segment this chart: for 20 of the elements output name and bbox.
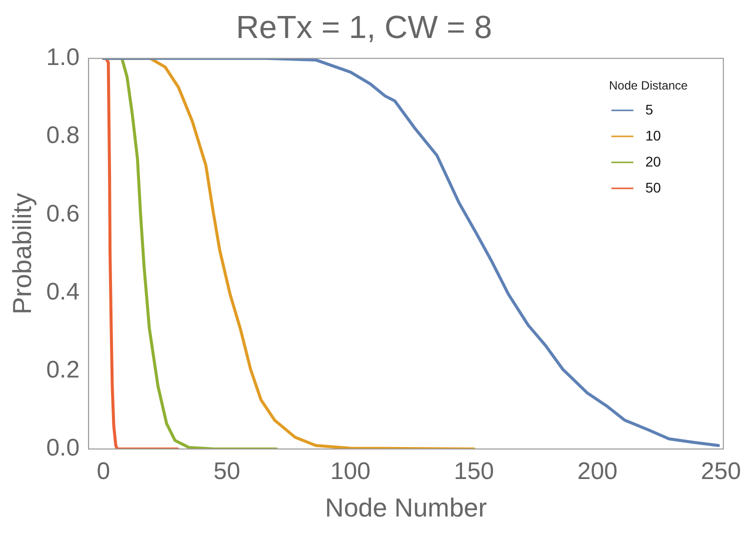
y-tick-label: 0.8: [46, 122, 80, 150]
y-tick-label: 0.6: [46, 200, 80, 228]
y-tick-label: 1.0: [46, 44, 80, 72]
legend-label: 50: [645, 179, 662, 196]
x-axis-title: Node Number: [325, 492, 488, 523]
x-tick-label: 50: [214, 458, 240, 486]
y-tick-label: 0.4: [46, 278, 80, 306]
y-tick-label: 0.0: [46, 434, 80, 462]
chart-title: ReTx = 1, CW = 8: [236, 9, 492, 46]
legend-label: 20: [645, 153, 662, 170]
legend-label: 10: [645, 127, 662, 144]
x-tick-label: 200: [577, 458, 618, 486]
x-tick-label: 0: [96, 458, 110, 486]
x-tick-label: 250: [700, 458, 741, 486]
y-axis-title: Probability: [6, 192, 37, 314]
x-tick-label: 150: [454, 458, 494, 486]
legend-title: Node Distance: [609, 78, 688, 93]
legend-label: 5: [645, 101, 654, 118]
y-tick-label: 0.2: [46, 356, 80, 384]
x-tick-label: 100: [330, 458, 370, 486]
